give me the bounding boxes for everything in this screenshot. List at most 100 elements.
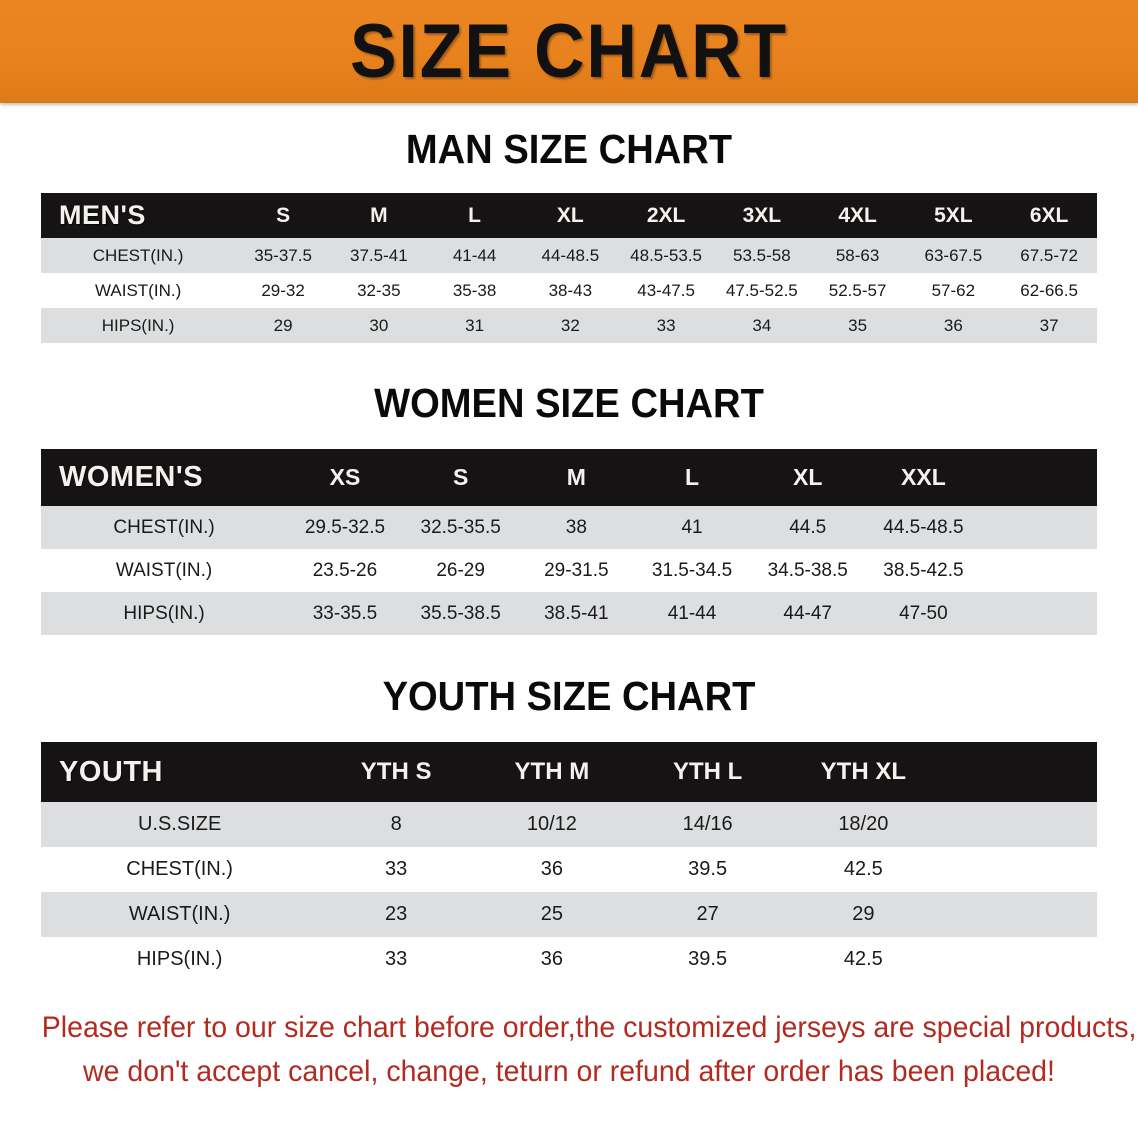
youth-size-table-wrapper: YOUTH YTH S YTH M YTH L YTH XL U.S.SIZE 8 10/12… — [41, 742, 1097, 982]
women-measurement-cell: 44.5 — [789, 516, 827, 538]
youth-row-label: CHEST(IN.) — [126, 858, 233, 880]
women-measurement-cell: 38 — [565, 516, 587, 538]
women-column-header: XS — [329, 464, 361, 490]
order-policy-disclaimer: Please refer to our size chart before or… — [41, 1006, 1137, 1093]
women-row-label: HIPS(IN.) — [123, 602, 205, 624]
man-row-label: HIPS(IN.) — [101, 315, 175, 335]
women-measurement-cell: 35.5-38.5 — [420, 602, 501, 624]
table-row: U.S.SIZE 8 10/12 14/16 18/20 — [41, 802, 1097, 847]
man-measurement-cell: 33 — [656, 315, 676, 335]
women-table-body: WOMEN'S XS S M L XL XXL CHEST(IN.) 29.5-32.5 32.5… — [41, 449, 1097, 635]
man-measurement-cell: 38-43 — [548, 280, 593, 300]
women-measurement-cell-empty — [981, 506, 1097, 549]
youth-measurement-cell: 27 — [696, 903, 719, 925]
man-column-header: 6XL — [1029, 203, 1069, 227]
man-measurement-cell: 37.5-41 — [350, 245, 408, 265]
women-measurement-cell: 33-35.5 — [312, 602, 378, 624]
women-section-heading: WOMEN SIZE CHART — [374, 380, 764, 426]
youth-measurement-cell: 42.5 — [843, 948, 883, 970]
youth-size-table: YOUTH YTH S YTH M YTH L YTH XL U.S.SIZE 8 10/12… — [41, 742, 1097, 982]
youth-row-label: U.S.SIZE — [137, 813, 222, 835]
man-table-body: MEN'S S M L XL 2XL 3XL 4XL 5XL 6XL CHEST(IN.) 35-37… — [41, 193, 1097, 343]
women-measurement-cell: 26-29 — [436, 559, 485, 581]
table-row: CHEST(IN.) 35-37.5 37.5-41 41-44 44-48.5 48.5… — [41, 238, 1097, 273]
youth-column-header: YTH L — [672, 758, 743, 785]
women-column-header: S — [452, 464, 469, 490]
man-column-header: 5XL — [934, 203, 973, 227]
youth-column-header: YTH S — [360, 758, 432, 785]
youth-measurement-cell: 33 — [385, 858, 408, 880]
man-measurement-cell: 53.5-58 — [733, 245, 791, 265]
table-row: CHEST(IN.) 29.5-32.5 32.5-35.5 38 41 44.5 44.5… — [41, 506, 1097, 549]
youth-measurement-cell-empty — [941, 847, 1097, 892]
youth-measurement-cell-empty — [941, 937, 1097, 982]
disclaimer-line-2: we don't accept cancel, change, teturn o… — [83, 1054, 1055, 1088]
youth-table-body: YOUTH YTH S YTH M YTH L YTH XL U.S.SIZE 8 10/12… — [41, 742, 1097, 982]
man-section-heading: MAN SIZE CHART — [405, 126, 733, 172]
table-row: HIPS(IN.) 33 36 39.5 42.5 — [41, 937, 1097, 982]
man-measurement-cell: 30 — [369, 315, 389, 335]
table-row: WAIST(IN.) 29-32 32-35 35-38 38-43 43-47.5 47.… — [41, 273, 1097, 308]
women-column-header: XL — [793, 464, 823, 490]
youth-measurement-cell: 36 — [540, 948, 563, 970]
page-title: SIZE CHART — [350, 8, 788, 94]
man-measurement-cell: 29-32 — [261, 280, 305, 300]
youth-section-heading: YOUTH SIZE CHART — [382, 673, 756, 719]
man-measurement-cell: 57-62 — [931, 280, 976, 300]
table-row: HIPS(IN.) 29 30 31 32 33 34 35 36 37 — [41, 308, 1097, 343]
table-row: WAIST(IN.) 23 25 27 29 — [41, 892, 1097, 937]
youth-column-header-empty — [941, 742, 1097, 802]
women-measurement-cell: 38.5-42.5 — [883, 559, 964, 581]
women-measurement-cell: 41-44 — [667, 602, 717, 624]
man-measurement-cell: 67.5-72 — [1020, 245, 1078, 265]
man-corner-label: MEN'S — [59, 200, 146, 230]
man-measurement-cell: 37 — [1039, 315, 1059, 335]
youth-measurement-cell: 23 — [385, 903, 408, 925]
women-corner-label: WOMEN'S — [59, 461, 204, 493]
youth-header-row: YOUTH YTH S YTH M YTH L YTH XL — [41, 742, 1097, 802]
youth-row-label: HIPS(IN.) — [136, 948, 223, 970]
table-row: CHEST(IN.) 33 36 39.5 42.5 — [41, 847, 1097, 892]
man-measurement-cell: 62-66.5 — [1020, 280, 1078, 300]
women-measurement-cell: 23.5-26 — [312, 559, 378, 581]
women-measurement-cell: 44.5-48.5 — [883, 516, 964, 538]
man-measurement-cell: 47.5-52.5 — [725, 280, 798, 300]
disclaimer-line-1: Please refer to our size chart before or… — [41, 1011, 1137, 1044]
man-size-table: MEN'S S M L XL 2XL 3XL 4XL 5XL 6XL CHEST(IN.) 35-37… — [41, 193, 1097, 343]
women-measurement-cell-empty — [981, 549, 1097, 592]
man-measurement-cell: 35-38 — [452, 280, 497, 300]
man-measurement-cell: 52.5-57 — [828, 280, 887, 300]
women-column-header: XXL — [901, 464, 946, 490]
women-measurement-cell-empty — [981, 592, 1097, 635]
women-column-header-empty — [981, 449, 1097, 506]
man-column-header: S — [276, 203, 291, 227]
man-column-header: 3XL — [742, 203, 782, 227]
youth-measurement-cell: 39.5 — [688, 948, 728, 970]
man-row-label: CHEST(IN.) — [92, 245, 184, 265]
youth-column-header: YTH M — [514, 758, 590, 785]
page-banner: SIZE CHART — [0, 0, 1138, 103]
man-row-label: WAIST(IN.) — [94, 280, 182, 300]
women-measurement-cell: 44-47 — [783, 602, 833, 624]
man-column-header: 4XL — [838, 203, 877, 227]
women-row-label: CHEST(IN.) — [113, 516, 215, 538]
youth-measurement-cell: 10/12 — [526, 813, 577, 835]
man-measurement-cell: 31 — [465, 315, 485, 335]
man-measurement-cell: 35 — [848, 315, 868, 335]
man-measurement-cell: 29 — [273, 315, 293, 335]
man-column-header: XL — [556, 203, 584, 227]
man-measurement-cell: 36 — [943, 315, 963, 335]
man-measurement-cell: 34 — [752, 315, 772, 335]
youth-row-label: WAIST(IN.) — [128, 903, 231, 925]
youth-measurement-cell: 39.5 — [688, 858, 728, 880]
women-column-header: L — [685, 464, 700, 490]
man-column-header: L — [468, 203, 481, 227]
youth-measurement-cell-empty — [941, 892, 1097, 937]
women-header-row: WOMEN'S XS S M L XL XXL — [41, 449, 1097, 506]
youth-measurement-cell: 14/16 — [682, 813, 733, 835]
man-size-table-wrapper: MEN'S S M L XL 2XL 3XL 4XL 5XL 6XL CHEST(IN.) 35-37… — [41, 193, 1097, 343]
man-measurement-cell: 41-44 — [452, 245, 497, 265]
women-measurement-cell: 29-31.5 — [544, 559, 609, 581]
youth-corner-label: YOUTH — [59, 755, 163, 788]
youth-measurement-cell: 42.5 — [843, 858, 883, 880]
